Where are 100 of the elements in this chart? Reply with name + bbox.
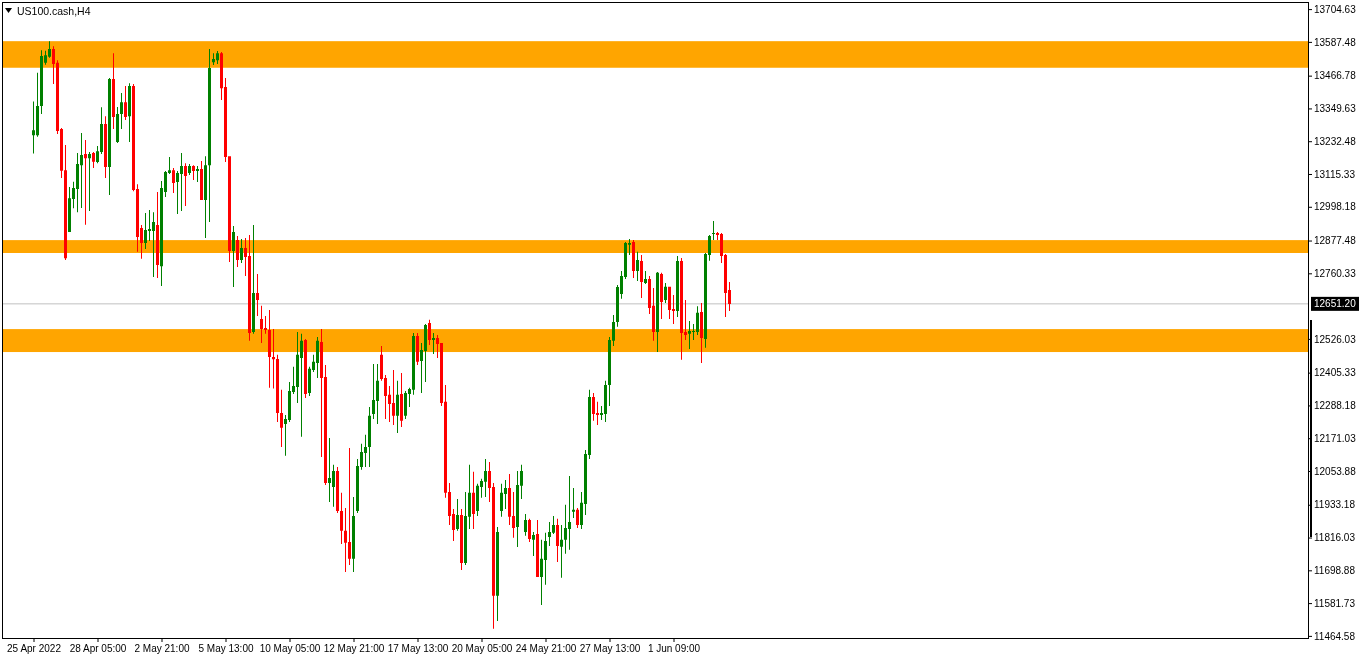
candlestick [280,389,283,447]
candlestick [204,156,207,238]
candlestick [472,471,475,529]
candlestick [104,116,107,178]
candlestick [232,226,235,288]
candlestick [484,458,487,497]
candlestick [368,406,371,468]
candlestick [236,235,239,267]
y-tick-label: 11464.58 [1314,630,1356,642]
candlestick [124,85,127,121]
candlestick [560,524,563,578]
candlestick [572,488,575,518]
candlestick [592,392,595,421]
candlestick [336,467,339,513]
candlestick [84,139,87,225]
x-tick-label: 1 Jun 09:00 [647,643,701,655]
candlestick [404,390,407,419]
y-tick-label: 11581.73 [1314,597,1356,609]
candlestick [476,483,479,516]
candlestick [688,320,691,349]
candlestick [120,92,123,130]
candlestick [428,319,431,346]
candlestick [196,165,199,182]
candlestick [400,373,403,428]
candlestick [456,498,459,531]
candlestick [80,132,83,208]
candlestick [416,333,419,365]
candlestick [664,282,667,304]
y-tick-label: 13587.48 [1314,36,1357,48]
candlestick [172,167,175,194]
ref-line-label: 12651.20 [1314,298,1357,310]
x-tick-label: 20 May 05:00 [451,643,513,655]
y-tick-label: 13115.33 [1314,168,1356,180]
x-tick-label: 5 May 13:00 [198,643,254,655]
candlestick [632,240,635,278]
y-tick-label: 11816.03 [1314,532,1356,544]
x-tick-label: 10 May 05:00 [259,643,321,655]
x-tick-label: 12 May 21:00 [323,643,385,655]
candlestick [112,53,115,130]
candlestick [156,191,159,278]
candlestick [528,518,531,543]
candlestick [432,333,435,354]
candlestick [260,305,263,344]
x-tick-label: 25 Apr 2022 [7,643,62,655]
candlestick [128,83,131,142]
candlestick [496,526,499,621]
candlestick [524,514,527,536]
x-tick-label: 2 May 21:00 [134,643,190,655]
candlestick [272,329,275,389]
x-tick-label: 24 May 21:00 [515,643,577,655]
candlestick [92,151,95,168]
candlestick [676,256,679,318]
candlestick [40,50,43,114]
y-tick-label: 12760.33 [1314,268,1357,280]
y-tick-label: 11933.18 [1314,499,1356,511]
candlestick [712,221,715,241]
candlestick [268,310,271,388]
y-tick-label: 11698.88 [1314,565,1356,577]
candlestick [184,163,187,206]
candlestick [88,151,91,212]
y-tick-label: 12998.18 [1314,201,1357,213]
candlestick [240,239,243,264]
y-tick-label: 13349.63 [1314,103,1357,115]
y-tick-label: 12526.03 [1314,333,1357,345]
candlestick [576,507,579,529]
candlestick [328,437,331,503]
candlestick [200,160,203,201]
candlestick [376,364,379,424]
candlestick [532,531,535,557]
x-tick-label: 17 May 13:00 [387,643,449,655]
chart-title: US100.cash,H4 [17,5,91,17]
candlestick [144,212,147,250]
candlestick [248,235,251,341]
candlestick [644,270,647,285]
y-tick-label: 13466.78 [1314,70,1357,82]
candlestick [668,286,671,320]
candlestick [116,106,119,144]
y-tick-label: 13704.63 [1314,3,1357,15]
candlestick [252,225,255,334]
candlestick [180,153,183,212]
y-tick-label: 12171.03 [1314,432,1357,444]
candlestick [364,434,367,468]
candlestick [460,509,463,571]
candlestick [316,336,319,379]
candlestick [108,78,111,196]
candlestick [656,272,659,353]
x-tick-label: 27 May 13:00 [579,643,641,655]
candlestick [212,53,215,65]
y-tick-label: 12877.48 [1314,235,1357,247]
candlestick [192,165,195,180]
candlestick [604,380,607,422]
candlestick [396,380,399,433]
y-tick-label: 12288.18 [1314,400,1357,412]
candlestick [340,492,343,544]
candlestick [640,254,643,299]
candlestick [392,369,395,426]
candlestick [152,212,155,278]
candlestick [660,272,663,320]
candlestick [700,303,703,363]
y-tick-label: 12405.33 [1314,367,1357,379]
